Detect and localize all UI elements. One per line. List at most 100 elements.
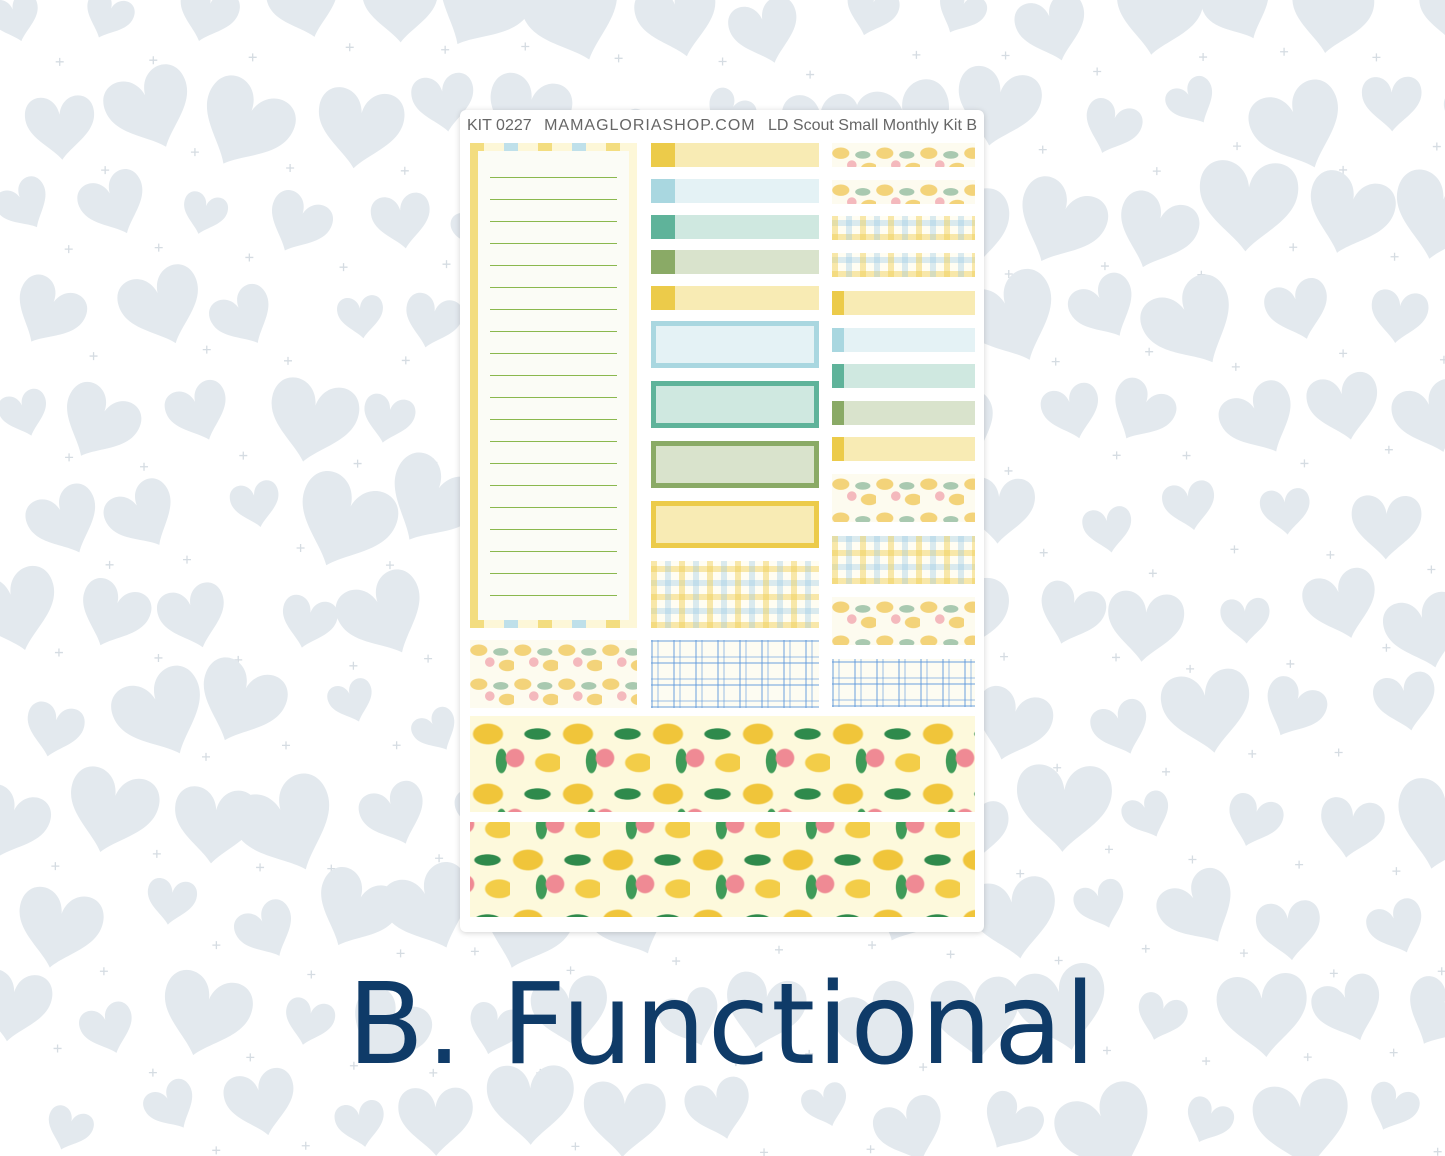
heart-icon <box>362 0 438 43</box>
plus-sparkle-icon <box>239 451 248 460</box>
blue-strip-sticker <box>832 328 975 352</box>
plus-sparkle-icon <box>441 45 450 54</box>
heart-icon <box>968 876 1055 959</box>
floral-sticker <box>470 640 637 708</box>
plus-sparkle-icon <box>672 957 681 966</box>
heart-icon <box>282 594 338 648</box>
plus-sparkle-icon <box>396 949 405 958</box>
heart-icon <box>1156 867 1231 942</box>
plus-sparkle-icon <box>64 245 73 254</box>
plus-sparkle-icon <box>202 752 211 761</box>
heart-icon <box>83 578 152 646</box>
plus-sparkle-icon <box>99 967 108 976</box>
heart-icon <box>364 393 416 443</box>
heart-icon <box>411 706 455 750</box>
plus-sparkle-icon <box>718 57 727 66</box>
plus-sparkle-icon <box>1000 652 1009 661</box>
heart-icon <box>1108 590 1185 662</box>
heart-icon <box>223 1067 294 1136</box>
plus-sparkle-icon <box>212 1146 221 1155</box>
heart-icon <box>337 295 383 339</box>
plus-sparkle-icon <box>1390 252 1399 261</box>
plus-sparkle-icon <box>256 863 265 872</box>
floral-strip-sticker <box>832 143 975 167</box>
heart-icon <box>232 773 330 870</box>
heart-icon <box>658 987 718 1046</box>
heart-icon <box>1022 176 1109 262</box>
plus-sparkle-icon <box>1334 748 1343 757</box>
plus-sparkle-icon <box>53 1044 62 1053</box>
heart-icon <box>272 190 333 251</box>
heart-icon <box>833 980 914 1061</box>
plus-sparkle-icon <box>1188 855 1197 864</box>
heart-icon <box>0 0 38 42</box>
plus-sparkle-icon <box>183 555 192 564</box>
kit-name: LD Scout Small Monthly Kit B <box>768 117 977 134</box>
heart-icon <box>486 1065 574 1145</box>
heart-icon <box>1371 1081 1420 1130</box>
teal-strip-sticker <box>832 364 975 388</box>
heart-icon <box>1373 671 1435 731</box>
plus-sparkle-icon <box>148 1068 157 1077</box>
plus-sparkle-icon <box>571 1142 580 1151</box>
heart-icon <box>1218 380 1291 452</box>
lemon-floral-banner-sticker <box>470 716 975 812</box>
heart-icon <box>229 480 279 527</box>
plus-sparkle-icon <box>1148 569 1157 578</box>
plus-sparkle-icon <box>1437 967 1445 976</box>
note-line <box>490 441 617 442</box>
plus-sparkle-icon <box>470 947 479 956</box>
heart-icon <box>103 478 171 545</box>
plus-sparkle-icon <box>282 741 291 750</box>
plus-sparkle-icon <box>424 654 433 663</box>
website: MAMAGLORIASHOP.COM <box>544 117 756 134</box>
plus-sparkle-icon <box>1231 362 1240 371</box>
heart-icon <box>977 685 1054 760</box>
heart-icon <box>727 971 807 1048</box>
plus-sparkle-icon <box>1382 643 1391 652</box>
heart-icon <box>801 1082 847 1126</box>
heart-icon <box>327 678 372 722</box>
plus-sparkle-icon <box>105 560 114 569</box>
plus-sparkle-icon <box>1016 869 1025 878</box>
plus-sparkle-icon <box>1392 867 1401 876</box>
plus-sparkle-icon <box>51 862 60 871</box>
heart-icon <box>334 1100 384 1147</box>
plus-sparkle-icon <box>349 1061 358 1070</box>
plus-sparkle-icon <box>284 356 293 365</box>
heart-icon <box>77 169 143 234</box>
heart-icon <box>521 0 617 60</box>
heart-icon <box>1382 591 1445 668</box>
note-line <box>490 419 617 420</box>
note-line <box>490 375 617 376</box>
heart-icon <box>1199 160 1299 252</box>
plus-sparkle-icon <box>435 854 444 863</box>
plus-sparkle-icon <box>349 661 358 670</box>
plus-sparkle-icon <box>307 970 316 979</box>
heart-icon <box>143 1078 193 1128</box>
plus-sparkle-icon <box>1303 1053 1312 1062</box>
heart-icon <box>27 701 85 757</box>
heart-icon <box>1256 900 1320 961</box>
plus-sparkle-icon <box>1141 944 1150 953</box>
yellow-bar-sticker <box>651 143 819 167</box>
heart-icon <box>1321 797 1385 858</box>
plus-sparkle-icon <box>1339 349 1348 358</box>
heart-icon <box>470 1002 525 1055</box>
plus-sparkle-icon <box>400 166 409 175</box>
plaid-sticker <box>651 561 819 628</box>
blue-plaid-sticker <box>651 640 819 708</box>
plus-sparkle-icon <box>429 1068 438 1077</box>
heart-icon <box>1361 76 1422 132</box>
lemon-floral-banner-sticker <box>470 822 975 917</box>
heart-icon <box>847 0 900 36</box>
plus-sparkle-icon <box>1432 142 1441 151</box>
heart-icon <box>1013 963 1105 1050</box>
heart-icon <box>872 1095 941 1156</box>
heart-icon <box>1041 580 1107 644</box>
plus-sparkle-icon <box>1289 243 1298 252</box>
heart-icon <box>1086 98 1143 153</box>
plus-sparkle-icon <box>1295 860 1304 869</box>
heart-icon <box>1082 506 1131 553</box>
heart-icon <box>684 1076 749 1139</box>
